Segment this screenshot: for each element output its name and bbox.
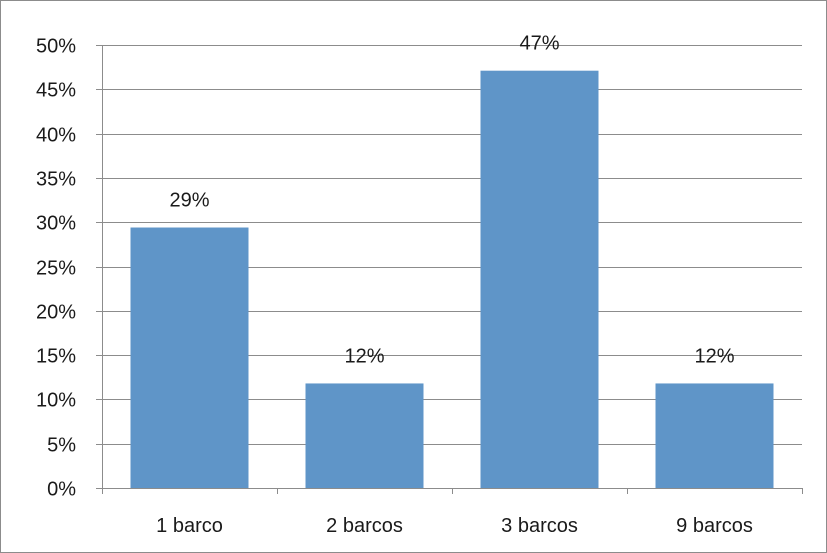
x-tick-label: 1 barco [156, 515, 223, 537]
labels: 0% 5% 10% 15% 20% 25% 30% 35% 40% 45% 50% 29% 1 barc… [36, 33, 753, 537]
x-tick-label: 9 barcos [676, 515, 753, 537]
y-tick-label: 5% [47, 435, 76, 457]
y-tick-label: 40% [36, 125, 76, 147]
data-label: 12% [694, 345, 734, 367]
x-tick-label: 3 barcos [501, 515, 578, 537]
axes [96, 45, 803, 494]
y-tick-label: 10% [36, 390, 76, 412]
data-label: 12% [344, 345, 384, 367]
bar-2-barcos [305, 383, 424, 488]
bar-1-barco [130, 227, 249, 489]
y-tick-label: 20% [36, 302, 76, 324]
y-tick-label: 50% [36, 36, 76, 58]
bars [130, 70, 774, 489]
y-tick-label: 0% [47, 479, 76, 501]
y-tick-label: 35% [36, 169, 76, 191]
y-tick-label: 25% [36, 258, 76, 280]
y-tick-label: 15% [36, 346, 76, 368]
y-tick-label: 45% [36, 80, 76, 102]
y-tick-label: 30% [36, 213, 76, 235]
data-label: 47% [519, 33, 559, 55]
bar-3-barcos [480, 70, 599, 488]
bar-9-barcos [655, 383, 774, 488]
data-label: 29% [169, 190, 209, 212]
x-tick-label: 2 barcos [326, 515, 403, 537]
